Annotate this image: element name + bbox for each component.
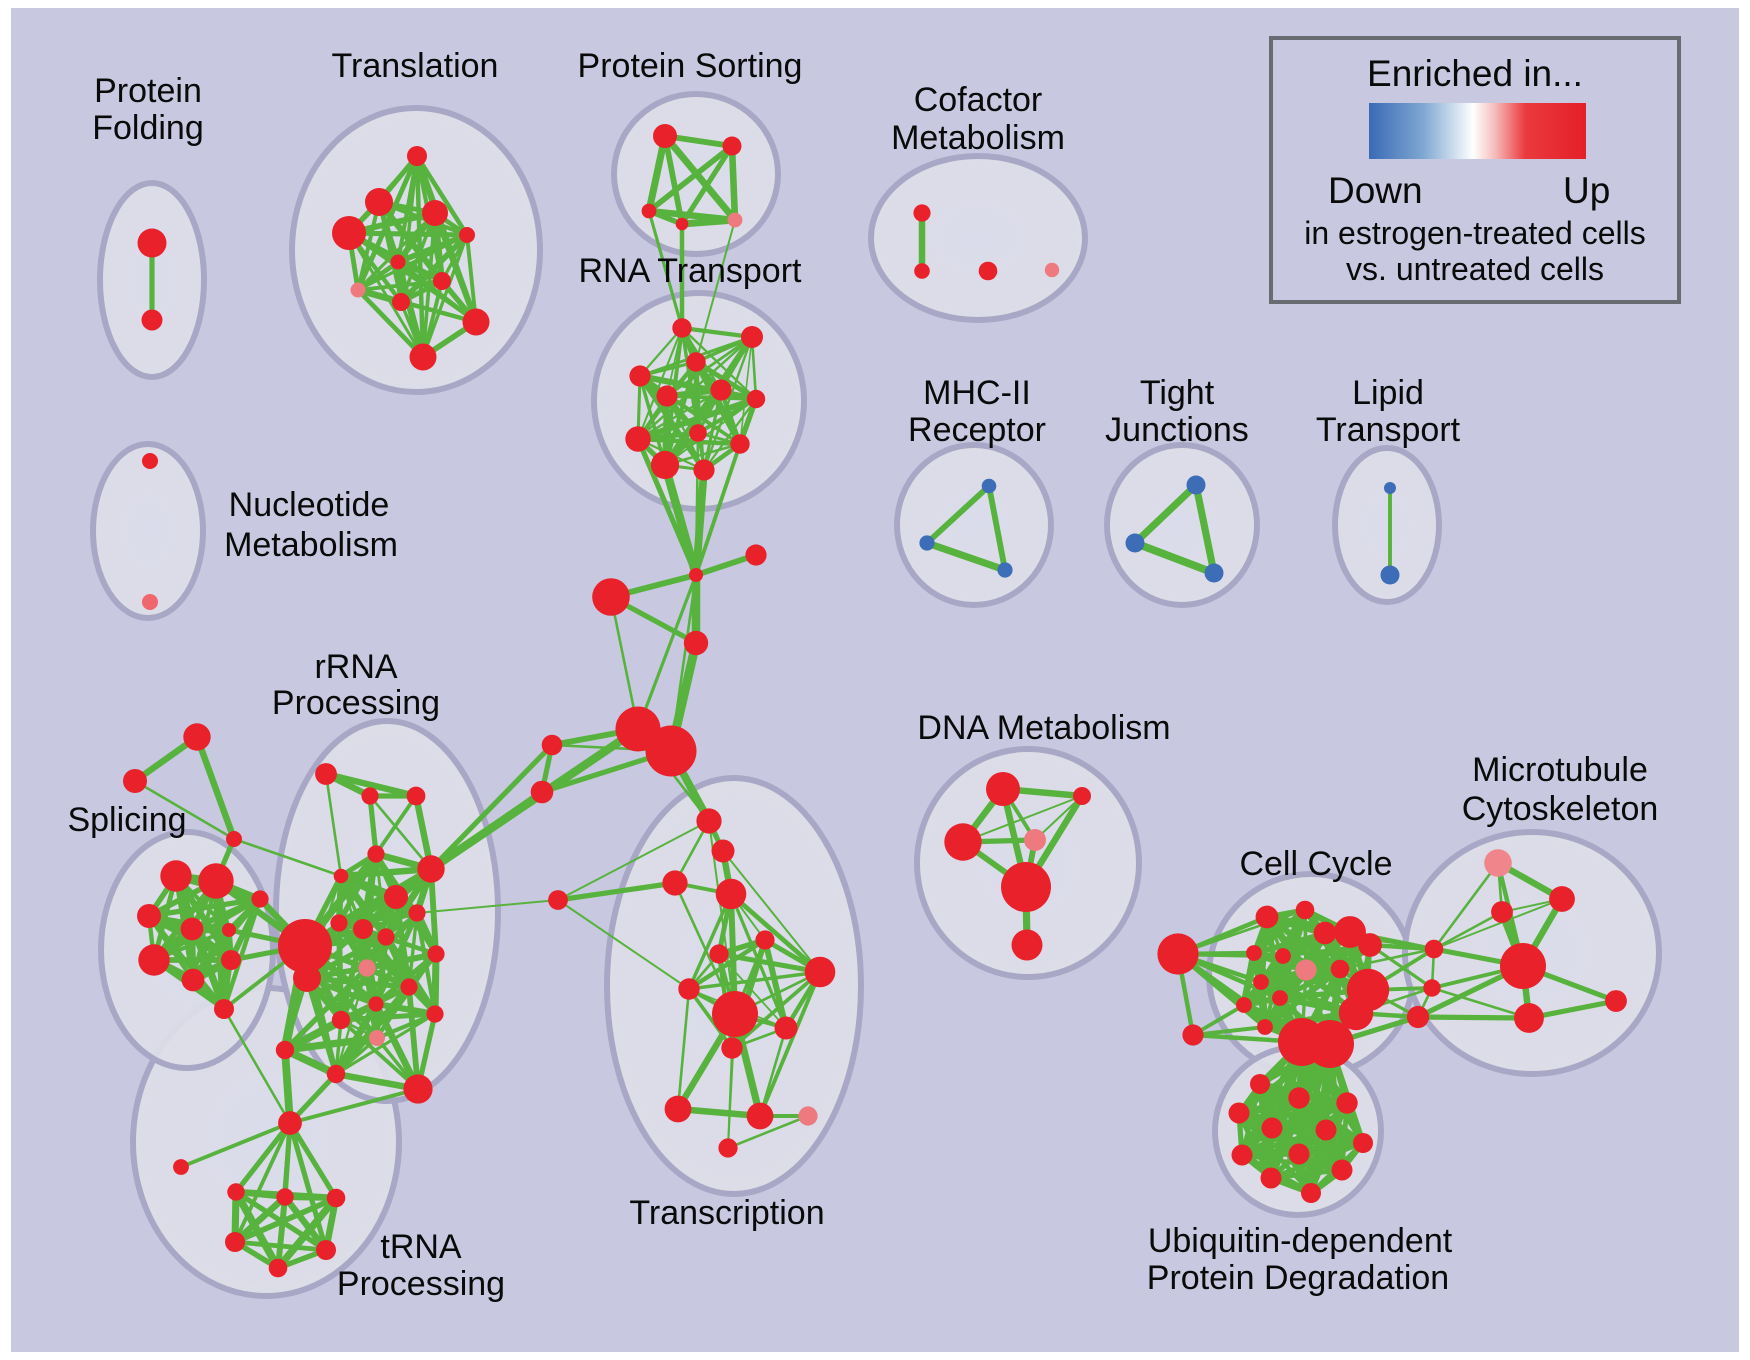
svg-text:Metabolism: Metabolism [891, 119, 1065, 157]
svg-text:Processing: Processing [272, 684, 440, 722]
svg-text:Cytoskeleton: Cytoskeleton [1462, 790, 1659, 828]
svg-text:Metabolism: Metabolism [224, 526, 398, 564]
svg-text:rRNA: rRNA [314, 648, 397, 686]
svg-text:Junctions: Junctions [1105, 411, 1249, 449]
svg-text:Tight: Tight [1140, 374, 1215, 412]
svg-text:Protein Degradation: Protein Degradation [1147, 1259, 1449, 1297]
svg-text:Processing: Processing [337, 1265, 505, 1303]
svg-text:Receptor: Receptor [908, 411, 1046, 449]
svg-text:DNA Metabolism: DNA Metabolism [917, 709, 1170, 747]
svg-text:Microtubule: Microtubule [1472, 751, 1648, 789]
svg-text:Folding: Folding [92, 109, 204, 147]
svg-text:Nucleotide: Nucleotide [229, 486, 390, 524]
svg-text:Up: Up [1563, 170, 1610, 211]
svg-text:Transport: Transport [1316, 411, 1461, 449]
svg-text:tRNA: tRNA [380, 1228, 462, 1266]
svg-text:Splicing: Splicing [67, 801, 186, 839]
svg-text:in estrogen-treated cells: in estrogen-treated cells [1304, 215, 1646, 251]
svg-text:Protein Sorting: Protein Sorting [578, 47, 803, 85]
svg-text:Cell Cycle: Cell Cycle [1239, 845, 1392, 883]
svg-text:Protein: Protein [94, 72, 202, 110]
svg-text:Ubiquitin-dependent: Ubiquitin-dependent [1148, 1222, 1453, 1260]
svg-text:RNA Transport: RNA Transport [579, 252, 803, 290]
svg-text:vs. untreated cells: vs. untreated cells [1346, 251, 1604, 287]
svg-text:Lipid: Lipid [1352, 374, 1424, 412]
svg-text:Down: Down [1328, 170, 1423, 211]
svg-text:Transcription: Transcription [629, 1194, 824, 1232]
svg-text:MHC-II: MHC-II [923, 374, 1031, 412]
svg-text:Translation: Translation [332, 47, 499, 85]
svg-text:Enriched in...: Enriched in... [1367, 53, 1583, 94]
svg-text:Cofactor: Cofactor [914, 81, 1043, 119]
